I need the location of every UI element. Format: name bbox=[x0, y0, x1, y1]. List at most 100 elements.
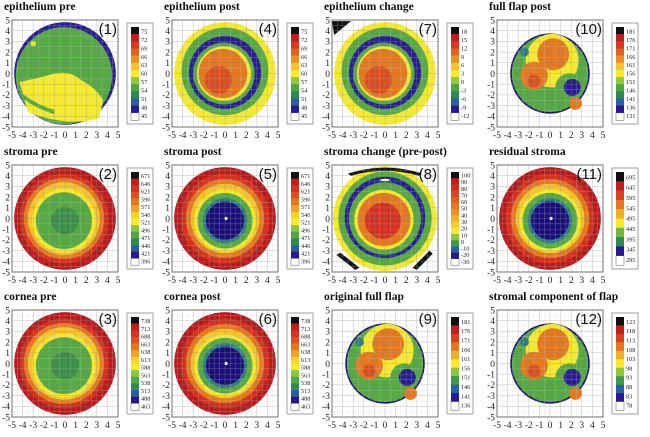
colorbar-label: 15 bbox=[461, 37, 467, 44]
y-tick-label: 2 bbox=[490, 48, 495, 58]
x-tick-label: 5 bbox=[436, 276, 441, 286]
colorbar-label: 663 bbox=[141, 341, 150, 348]
y-tick-label: -2 bbox=[487, 236, 495, 246]
colorbar-label: 51 bbox=[141, 96, 147, 103]
colorbar-label: 295 bbox=[626, 257, 635, 264]
y-tick-label: -3 bbox=[2, 392, 10, 402]
y-tick-label: 3 bbox=[5, 328, 10, 338]
x-tick-label: 4 bbox=[105, 276, 110, 286]
colorbar-label: 93 bbox=[626, 375, 632, 382]
y-tick-label: 3 bbox=[5, 38, 10, 48]
colorbar-label: 571 bbox=[301, 204, 310, 211]
x-tick-label: 1 bbox=[393, 276, 398, 286]
y-tick-label: 2 bbox=[490, 193, 495, 203]
colorbar-swatch bbox=[131, 363, 139, 371]
colorbar-label: 445 bbox=[626, 226, 635, 233]
y-tick-label: 4 bbox=[490, 27, 495, 37]
colorbar-swatch bbox=[451, 196, 459, 204]
colorbar-label: 57 bbox=[301, 79, 307, 86]
colorbar-frame bbox=[446, 22, 474, 125]
x-tick-label: 4 bbox=[105, 131, 110, 141]
y-tick-label: 0 bbox=[325, 215, 330, 225]
colorbar-swatch bbox=[616, 84, 624, 92]
colorbar-label: 521 bbox=[301, 220, 310, 227]
y-tick-label: -1 bbox=[2, 371, 10, 381]
x-tick-label: 0 bbox=[63, 131, 68, 141]
colorbar-label: 75 bbox=[141, 28, 147, 35]
colorbar-swatch bbox=[131, 330, 139, 338]
x-tick-label: -2 bbox=[40, 131, 48, 141]
colorbar-swatch bbox=[451, 209, 459, 216]
y-tick-label: -5 bbox=[322, 413, 330, 423]
colorbar-swatch bbox=[130, 112, 140, 121]
y-tick-label: 5 bbox=[325, 16, 330, 26]
colorbar-swatch bbox=[451, 252, 459, 260]
y-tick-label: -1 bbox=[162, 371, 170, 381]
colorbar-label: 80 bbox=[461, 186, 467, 193]
y-tick-label: 0 bbox=[5, 70, 10, 80]
colorbar-label: 136 bbox=[626, 105, 635, 112]
colorbar-swatch bbox=[291, 363, 299, 371]
x-tick-label: -3 bbox=[189, 276, 197, 286]
panel-title: cornea pre bbox=[4, 291, 57, 303]
colorbar-swatch bbox=[451, 393, 459, 402]
colorbar-label: 688 bbox=[141, 334, 150, 341]
x-tick-label: 0 bbox=[548, 421, 553, 431]
colorbar-swatch bbox=[131, 356, 139, 364]
y-tick-label: -3 bbox=[487, 102, 495, 112]
x-tick-label: 4 bbox=[265, 276, 270, 286]
x-tick-label: 2 bbox=[244, 421, 249, 431]
y-tick-label: -4 bbox=[487, 113, 495, 123]
y-tick-label: 0 bbox=[490, 360, 495, 370]
colorbar-swatch bbox=[616, 27, 624, 35]
y-tick-label: 1 bbox=[325, 59, 330, 69]
colorbar-label: 713 bbox=[141, 326, 150, 333]
colorbar-swatch bbox=[451, 376, 459, 385]
colorbar-label: 166 bbox=[461, 347, 470, 354]
x-tick-label: 4 bbox=[425, 131, 430, 141]
colorbar-swatch bbox=[616, 55, 624, 64]
x-tick-label: -4 bbox=[339, 421, 347, 431]
x-tick-label: 1 bbox=[73, 421, 78, 431]
colorbar-swatch bbox=[131, 178, 139, 186]
colorbar-label: -9 bbox=[461, 105, 466, 112]
x-tick-label: -1 bbox=[50, 276, 58, 286]
colorbar-label: 421 bbox=[301, 251, 310, 258]
colorbar-swatch bbox=[131, 84, 139, 92]
colorbar-swatch bbox=[616, 48, 624, 56]
colorbar-label: 98 bbox=[626, 365, 632, 372]
colorbar-swatch bbox=[291, 396, 299, 404]
colorbar-swatch bbox=[291, 69, 299, 78]
colorbar-label: 151 bbox=[461, 375, 470, 382]
x-tick-label: 4 bbox=[590, 131, 595, 141]
colorbar-label: 671 bbox=[301, 173, 310, 180]
colorbar-label: 57 bbox=[141, 79, 147, 86]
y-tick-label: 0 bbox=[165, 360, 170, 370]
colorbar-swatch bbox=[451, 203, 459, 210]
colorbar-swatch bbox=[131, 69, 139, 78]
colorbar-swatch bbox=[616, 172, 624, 182]
y-tick-label: 4 bbox=[490, 317, 495, 327]
y-tick-label: -2 bbox=[322, 91, 330, 101]
colorbar-swatch bbox=[616, 393, 624, 402]
x-tick-label: -5 bbox=[493, 421, 501, 431]
x-tick-label: 5 bbox=[436, 421, 441, 431]
colorbar-label: 621 bbox=[301, 189, 310, 196]
colorbar-label: 48 bbox=[141, 105, 147, 112]
colorbar-label: 20 bbox=[461, 226, 467, 233]
colorbar-swatch bbox=[616, 62, 624, 71]
x-tick-label: -1 bbox=[370, 131, 378, 141]
colorbar-label: 463 bbox=[301, 403, 310, 410]
x-tick-label: -5 bbox=[8, 421, 16, 431]
y-tick-label: 5 bbox=[490, 16, 495, 26]
x-tick-label: -1 bbox=[370, 276, 378, 286]
x-tick-label: 3 bbox=[254, 131, 259, 141]
colorbar-swatch bbox=[291, 62, 299, 71]
y-tick-label: 0 bbox=[5, 360, 10, 370]
colorbar-label: 6 bbox=[461, 62, 464, 69]
colorbar-swatch bbox=[131, 55, 139, 64]
y-tick-label: -3 bbox=[487, 392, 495, 402]
